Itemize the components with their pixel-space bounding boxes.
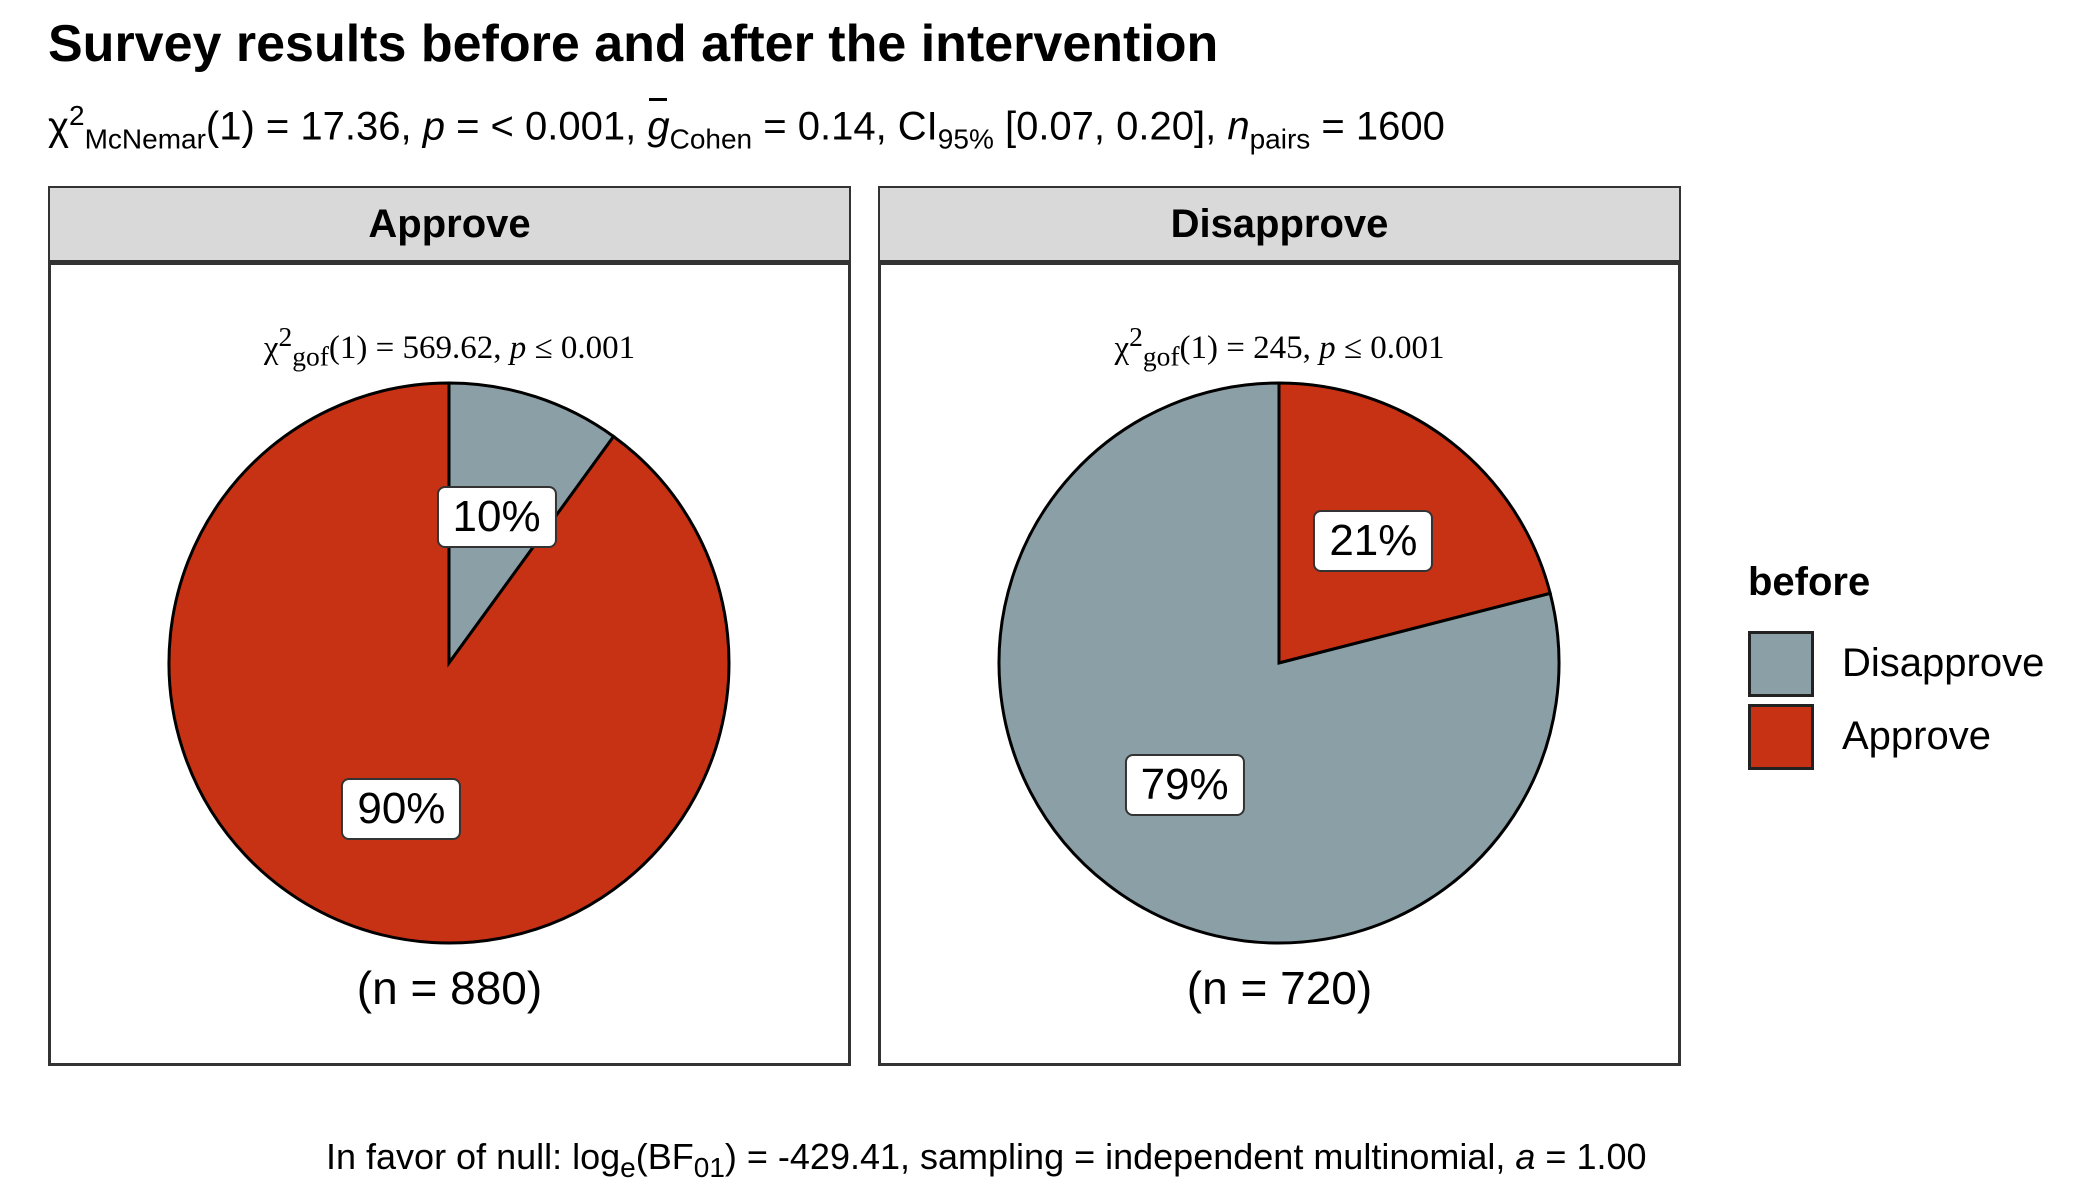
legend-item-disapprove: Disapprove [1748, 627, 2044, 700]
gof-chi-value: (1) = 245, [1179, 330, 1320, 366]
facet-strip-label: Disapprove [878, 186, 1681, 262]
gof-chi-sub: gof [292, 340, 329, 372]
n-subscript: pairs [1249, 123, 1311, 155]
gof-p-symbol: p [509, 330, 527, 366]
sample-size-label: (n = 880) [356, 962, 543, 1014]
chart-subtitle: χ2McNemar(1) = 17.36, p = < 0.001, gCohe… [48, 98, 1445, 155]
caption-a-value: = 1.00 [1535, 1136, 1647, 1177]
gof-chi-sup: 2 [1129, 321, 1143, 352]
gof-p-symbol: p [1319, 330, 1336, 366]
p-value: = < 0.001, [444, 104, 648, 149]
chi-subscript: McNemar [84, 123, 206, 155]
bayes-caption: In favor of null: loge(BF01) = -429.41, … [326, 1136, 1647, 1184]
caption-rest: ) = -429.41, sampling = independent mult… [724, 1136, 1516, 1177]
legend-label: Disapprove [1842, 641, 2045, 685]
legend-title: before [1748, 560, 1871, 604]
caption-sub-e: e [620, 1152, 636, 1184]
facet-panel-disapprove: Disapprove χ2gof(1) = 245, p ≤ 0.001 (n … [878, 186, 1681, 1066]
gof-chi-value: (1) = 569.62, [328, 330, 510, 366]
caption-a-symbol: a [1515, 1136, 1536, 1177]
legend-item-approve: Approve [1748, 700, 2044, 773]
pie-chart [997, 381, 1561, 945]
p-symbol: p [422, 104, 445, 149]
chart-title: Survey results before and after the inte… [48, 15, 1219, 73]
gof-chi-symbol: χ [263, 330, 279, 366]
gof-chi-sup: 2 [278, 321, 293, 352]
legend-label: Approve [1842, 714, 1991, 758]
legend: before Disapprove Approve [1748, 560, 2044, 773]
slice-percent-label: 21% [1313, 510, 1434, 573]
caption-sub-01: 01 [693, 1152, 725, 1184]
gof-chi-sub: gof [1142, 340, 1180, 372]
gof-stat-label: χ2gof(1) = 569.62, p ≤ 0.001 [51, 321, 848, 373]
slice-percent-label: 90% [341, 778, 462, 841]
caption-bf: (BF [635, 1136, 694, 1177]
legend-swatch-approve [1748, 703, 1814, 770]
pie-slice-approve [167, 381, 731, 945]
facet-strip-label: Approve [48, 186, 851, 262]
legend-swatch-disapprove [1748, 630, 1814, 697]
g-value: = 0.14, CI [752, 104, 938, 149]
ci-value: [0.07, 0.20], [993, 104, 1228, 149]
n-value: = 1600 [1310, 104, 1445, 149]
caption-prefix: In favor of null: log [326, 1136, 621, 1177]
sample-size-label: (n = 720) [1186, 962, 1373, 1014]
pie-chart [167, 381, 731, 945]
ci-subscript: 95% [937, 123, 994, 155]
gof-p-value: ≤ 0.001 [1335, 330, 1445, 366]
g-subscript: Cohen [669, 123, 753, 155]
chi-superscript: 2 [69, 100, 85, 131]
facet-panel-approve: Approve χ2gof(1) = 569.62, p ≤ 0.001 (n … [48, 186, 851, 1066]
g-symbol: g [647, 98, 670, 149]
gof-chi-symbol: χ [1114, 330, 1130, 366]
gof-stat-label: χ2gof(1) = 245, p ≤ 0.001 [881, 321, 1678, 373]
panel-plot-area: χ2gof(1) = 569.62, p ≤ 0.001 (n = 880) 1… [48, 262, 851, 1066]
slice-percent-label: 10% [436, 485, 557, 548]
gof-p-value: ≤ 0.001 [526, 330, 636, 366]
chi-symbol: χ [48, 104, 69, 149]
n-symbol: n [1227, 104, 1250, 149]
panel-plot-area: χ2gof(1) = 245, p ≤ 0.001 (n = 720) 21% 7… [878, 262, 1681, 1066]
chi-value: (1) = 17.36, [205, 104, 423, 149]
slice-percent-label: 79% [1124, 753, 1245, 816]
